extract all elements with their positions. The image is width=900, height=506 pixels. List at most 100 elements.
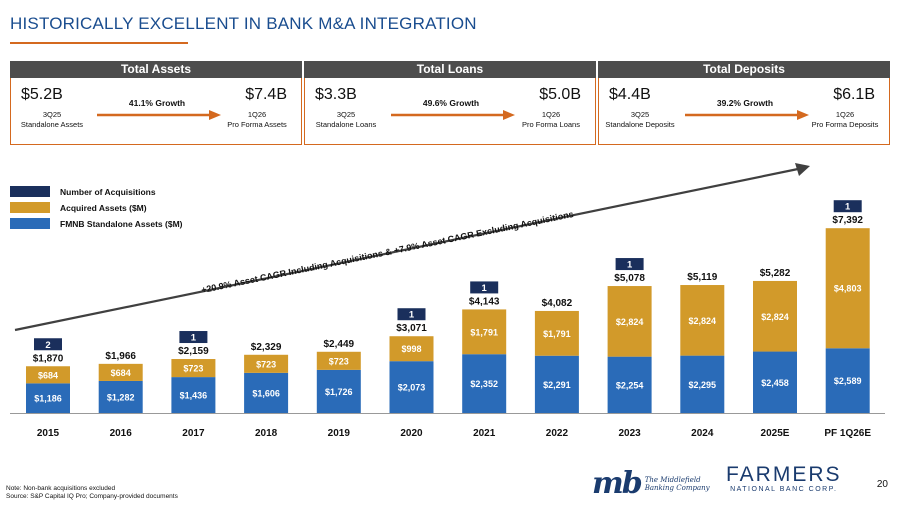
data-label-total: $1,870 (33, 353, 64, 364)
acquisition-count-badge (470, 281, 499, 294)
data-label-standalone: $2,254 (616, 380, 644, 390)
x-tick-label: 2015 (37, 428, 60, 439)
bar-acquired (316, 351, 361, 370)
data-label-total: $5,119 (687, 272, 717, 283)
acquisition-count-label: 1 (627, 260, 633, 271)
metric-end-label: 1Q26 Pro Forma Deposits (811, 110, 879, 129)
bar-acquired (680, 285, 725, 356)
data-label-standalone: $1,606 (252, 388, 280, 398)
asset-growth-chart: $1,186 $684 $1,870 2 2015 $1,282 $684 $1,966 201… (10, 163, 885, 439)
bar-standalone (389, 361, 434, 413)
mb-logo-text: The Middlefield Banking Company (644, 475, 710, 492)
metric-growth: 39.2% Growth (716, 98, 774, 108)
data-label-standalone: $1,282 (107, 392, 135, 402)
data-label-acquired: $684 (111, 368, 131, 378)
data-label-standalone: $1,436 (180, 391, 208, 401)
x-tick-label: 2017 (182, 428, 205, 439)
middlefield-logo: mb The Middlefield Banking Company (592, 466, 710, 501)
bar-standalone (607, 356, 652, 413)
bar-acquired (753, 280, 797, 352)
x-tick-label: 2024 (691, 428, 714, 439)
acquisition-count-badge (179, 331, 208, 344)
acquisition-count-badge (833, 200, 862, 213)
acquisition-count-label: 1 (409, 310, 415, 321)
x-tick-label: 2016 (110, 428, 133, 439)
bar-acquired (171, 359, 216, 378)
data-label-acquired: $684 (38, 370, 58, 380)
page-title: HISTORICALLY EXCELLENT IN BANK M&A INTEG… (10, 14, 477, 33)
bar-standalone (244, 372, 289, 413)
data-label-standalone: $2,589 (834, 376, 862, 386)
metric-total-assets: Total Assets $5.2B 3Q25 Standalone Assets… (10, 61, 302, 145)
x-tick-label: 2022 (546, 428, 569, 439)
bar-acquired (462, 309, 507, 355)
metric-start-label: 3Q25 Standalone Loans (315, 110, 377, 129)
acquisition-count-label: 1 (191, 333, 197, 344)
bar-standalone (680, 355, 725, 413)
cagr-annotation: +20.9% Asset CAGR Including Acquisitions… (200, 209, 574, 295)
x-tick-label: 2019 (328, 428, 351, 439)
metric-end-value: $5.0B (539, 86, 581, 103)
data-label-acquired: $998 (401, 344, 421, 354)
data-label-total: $2,329 (251, 342, 282, 353)
x-tick-label: 2020 (400, 428, 423, 439)
legend-item-standalone: FMNB Standalone Assets ($M) (10, 216, 182, 231)
data-label-standalone: $2,352 (470, 379, 498, 389)
x-tick-label: 2025E (761, 428, 790, 439)
metric-start-value: $3.3B (315, 86, 357, 103)
data-label-acquired: $723 (329, 356, 349, 366)
data-label-total: $4,143 (469, 296, 500, 307)
data-label-total: $4,082 (542, 298, 573, 309)
metric-start-label: 3Q25 Standalone Deposits (605, 110, 675, 129)
bar-acquired (389, 336, 434, 362)
data-label-standalone: $2,295 (689, 380, 717, 390)
data-label-standalone: $1,186 (34, 394, 62, 404)
metric-start-label: 3Q25 Standalone Assets (20, 110, 84, 129)
bar-acquired (825, 228, 870, 349)
legend-swatch (10, 186, 50, 197)
data-label-acquired: $2,824 (616, 317, 644, 327)
data-label-total: $5,078 (614, 273, 645, 284)
metric-end-label: 1Q26 Pro Forma Assets (227, 110, 287, 129)
data-label-acquired: $723 (256, 359, 276, 369)
bar-standalone (753, 351, 797, 413)
bar-standalone (171, 377, 216, 413)
bar-acquired (607, 286, 652, 357)
data-label-total: $3,071 (396, 323, 427, 334)
data-label-acquired: $4,803 (834, 284, 862, 294)
chart-legend: Number of Acquisitions Acquired Assets (… (10, 184, 182, 232)
legend-swatch (10, 218, 50, 229)
data-label-standalone: $2,291 (543, 380, 571, 390)
bar-standalone (26, 383, 70, 413)
metric-header: Total Assets (10, 61, 302, 78)
x-tick-label: 2023 (618, 428, 641, 439)
acquisition-count-label: 1 (845, 202, 851, 213)
metric-total-deposits: Total Deposits $4.4B 3Q25 Standalone Depo… (598, 61, 890, 145)
metric-end-value: $6.1B (833, 86, 875, 103)
data-label-total: $7,392 (832, 215, 863, 226)
trend-arrow-line (14, 167, 799, 332)
farmers-logo: FARMERS NATIONAL BANC CORP. (726, 463, 842, 493)
data-label-acquired: $2,824 (761, 312, 789, 322)
metric-growth: 41.1% Growth (128, 98, 186, 108)
metric-end-label: 1Q26 Pro Forma Loans (522, 110, 580, 129)
data-label-standalone: $1,726 (325, 387, 353, 397)
acquisition-count-badge (615, 258, 644, 271)
metric-start-value: $5.2B (21, 86, 63, 103)
data-label-total: $2,159 (178, 346, 209, 357)
bar-standalone (98, 380, 143, 413)
data-label-acquired: $1,791 (543, 329, 571, 339)
bar-standalone (316, 369, 361, 413)
title-underline (10, 42, 188, 44)
growth-arrow-icon (97, 110, 221, 120)
acquisition-count-label: 2 (45, 340, 50, 351)
data-label-total: $5,282 (760, 268, 791, 279)
data-label-total: $2,449 (324, 339, 355, 350)
metric-header: Total Deposits (598, 61, 890, 78)
x-tick-label: 2021 (473, 428, 496, 439)
metric-end-value: $7.4B (245, 86, 287, 103)
bar-acquired (534, 310, 579, 356)
metric-growth: 49.6% Growth (422, 98, 480, 108)
data-label-standalone: $2,458 (761, 378, 789, 388)
x-tick-label: 2018 (255, 428, 278, 439)
